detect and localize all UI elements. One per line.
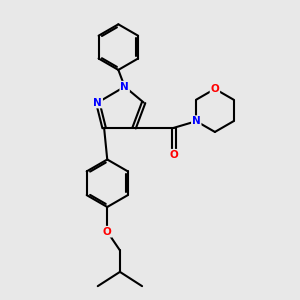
Text: O: O bbox=[211, 84, 219, 94]
Text: N: N bbox=[93, 98, 102, 107]
Text: O: O bbox=[169, 150, 178, 160]
Text: N: N bbox=[120, 82, 129, 92]
Text: N: N bbox=[192, 116, 201, 126]
Text: O: O bbox=[103, 227, 112, 237]
